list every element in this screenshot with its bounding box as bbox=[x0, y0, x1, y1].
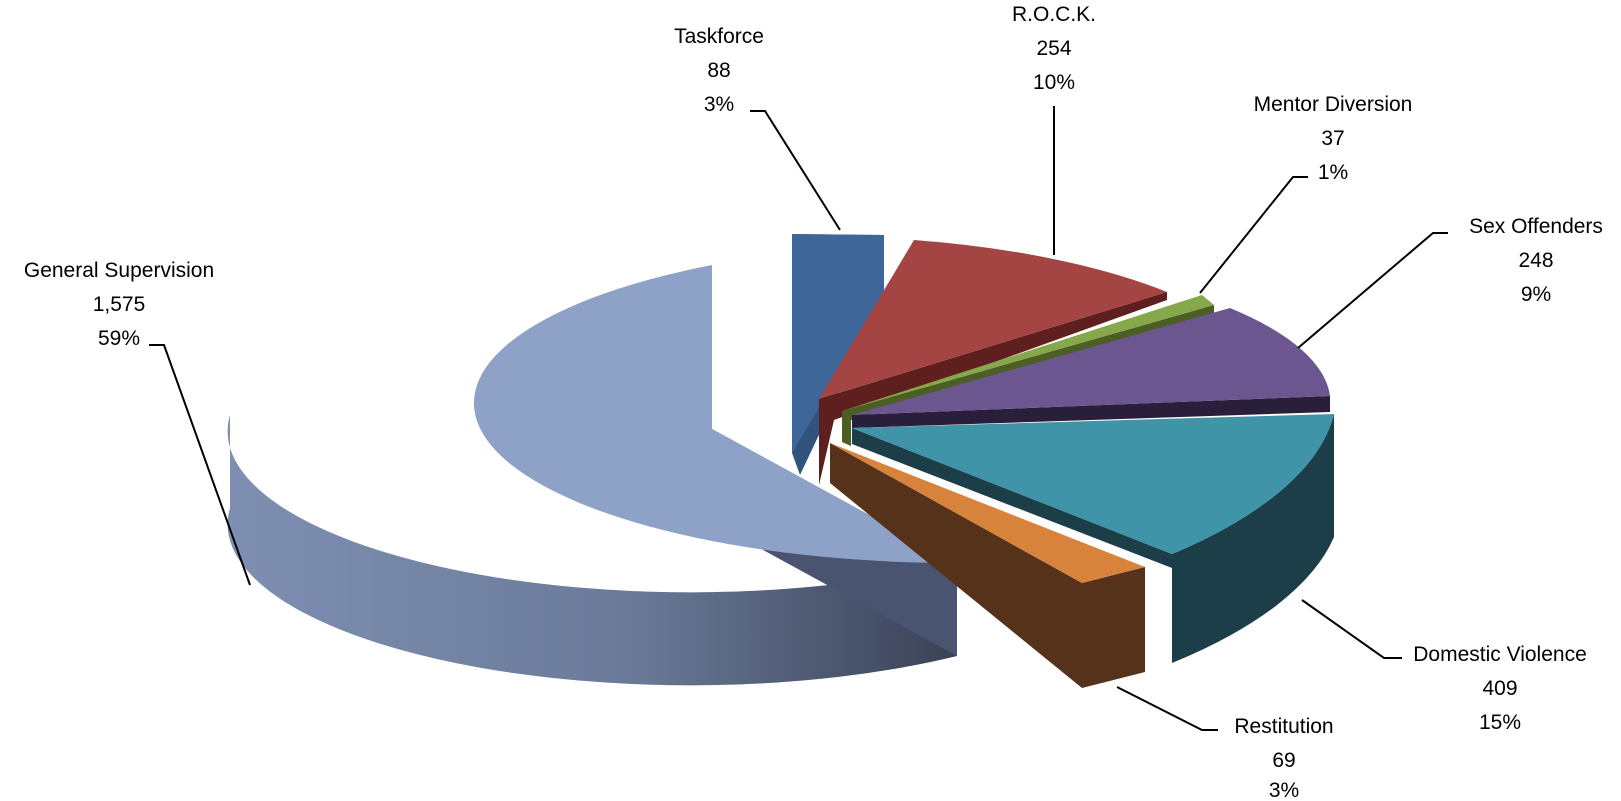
data-label-sex-offenders-percent: 9% bbox=[1521, 283, 1551, 306]
slice-sex-offenders-top bbox=[852, 308, 1330, 415]
slice-domestic-violence-inner bbox=[852, 428, 1172, 568]
slice-domestic-violence-top bbox=[852, 414, 1334, 554]
slice-rock bbox=[819, 240, 1167, 485]
data-label-sex-offenders-value: 248 bbox=[1518, 249, 1553, 272]
data-label-domestic-violence-percent: 15% bbox=[1479, 711, 1521, 734]
data-label-domestic-violence-value: 409 bbox=[1482, 677, 1517, 700]
data-label-rock: R.O.C.K. 254 10% bbox=[1012, 3, 1096, 94]
data-label-rock-percent: 10% bbox=[1033, 71, 1075, 94]
data-label-mentor-diversion-percent: 1% bbox=[1318, 161, 1348, 184]
slice-restitution-top bbox=[830, 443, 1145, 583]
slice-domestic-violence-side bbox=[1172, 414, 1334, 663]
data-label-restitution-name: Restitution bbox=[1234, 715, 1333, 738]
leader-line-restitution bbox=[1116, 686, 1218, 731]
slice-restitution bbox=[830, 443, 1145, 688]
data-label-taskforce-value: 88 bbox=[707, 59, 730, 82]
data-label-restitution: Restitution 69 3% bbox=[1234, 715, 1333, 801]
data-label-rock-value: 254 bbox=[1036, 37, 1071, 60]
slice-rock-top bbox=[819, 240, 1167, 399]
data-label-restitution-percent: 3% bbox=[1269, 779, 1299, 801]
slice-general-supervision-top bbox=[473, 265, 957, 564]
slice-rock-side bbox=[819, 292, 1167, 485]
slice-domestic-violence bbox=[852, 414, 1334, 663]
data-label-general-supervision-value: 1,575 bbox=[93, 293, 146, 316]
data-label-mentor-diversion-name: Mentor Diversion bbox=[1254, 93, 1413, 116]
leader-line-taskforce bbox=[750, 110, 841, 231]
data-label-general-supervision: General Supervision 1,575 59% bbox=[24, 259, 214, 350]
data-label-taskforce-name: Taskforce bbox=[674, 25, 764, 48]
data-label-taskforce: Taskforce 88 3% bbox=[674, 25, 764, 116]
data-label-domestic-violence-name: Domestic Violence bbox=[1413, 643, 1587, 666]
data-label-rock-name: R.O.C.K. bbox=[1012, 3, 1096, 26]
slice-mentor-diversion-top bbox=[842, 295, 1214, 411]
data-label-mentor-diversion: Mentor Diversion 37 1% bbox=[1254, 93, 1413, 184]
slice-taskforce-top-front bbox=[792, 234, 884, 453]
data-label-general-supervision-name: General Supervision bbox=[24, 259, 214, 282]
data-label-mentor-diversion-value: 37 bbox=[1321, 127, 1344, 150]
slice-restitution-side bbox=[830, 443, 1145, 688]
leader-line-sex-offenders bbox=[1297, 232, 1448, 349]
data-label-taskforce-percent: 3% bbox=[704, 93, 734, 116]
slice-taskforce bbox=[792, 234, 884, 475]
data-label-general-supervision-percent: 59% bbox=[98, 327, 140, 350]
slice-sex-offenders-side bbox=[852, 396, 1330, 428]
slice-general-supervision bbox=[227, 265, 957, 686]
slice-sex-offenders bbox=[852, 308, 1330, 428]
slice-general-supervision-side bbox=[227, 415, 957, 686]
data-label-sex-offenders-name: Sex Offenders bbox=[1469, 215, 1603, 238]
leader-line-mentor-diversion bbox=[1199, 176, 1308, 294]
leader-line-domestic-violence bbox=[1301, 599, 1402, 659]
data-label-sex-offenders: Sex Offenders 248 9% bbox=[1469, 215, 1603, 306]
data-label-restitution-value: 69 bbox=[1272, 749, 1295, 772]
data-label-domestic-violence: Domestic Violence 409 15% bbox=[1413, 643, 1587, 734]
leader-line-general-supervision bbox=[149, 344, 251, 586]
